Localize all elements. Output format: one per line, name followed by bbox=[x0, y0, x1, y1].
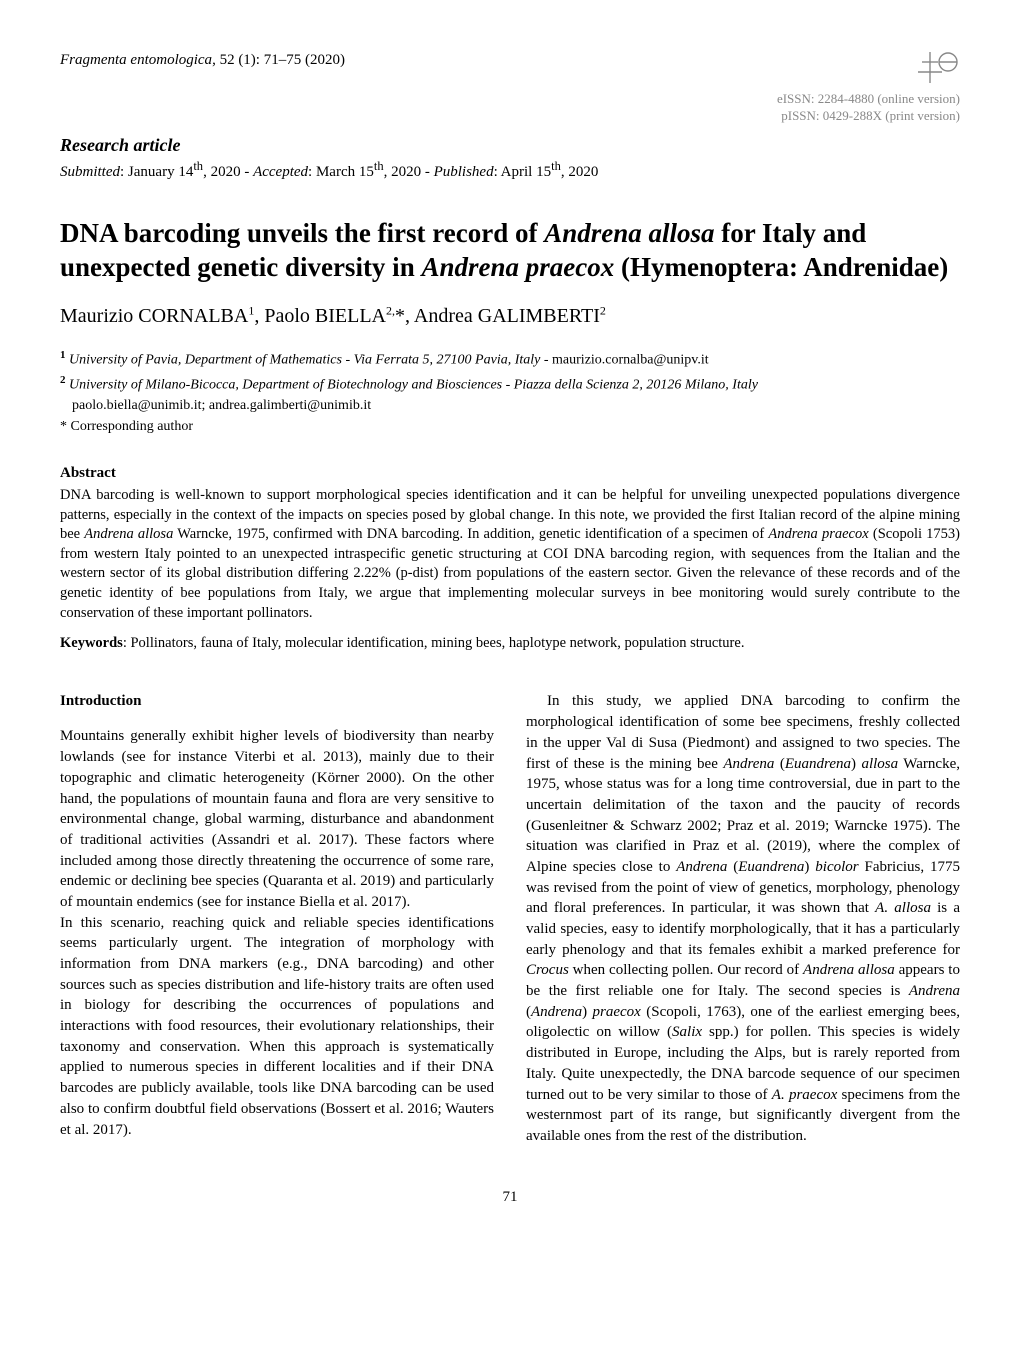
published-year: , 2020 bbox=[561, 164, 599, 180]
submitted-year: , 2020 - bbox=[203, 164, 253, 180]
p3-sci13: Salix bbox=[672, 1024, 702, 1040]
p3-sci3: allosa bbox=[861, 756, 898, 772]
p3-sci6: bicolor bbox=[815, 859, 858, 875]
header-row: Fragmenta entomologica, 52 (1): 71–75 (2… bbox=[60, 50, 960, 125]
article-type: Research article bbox=[60, 133, 960, 158]
fe-logo-icon bbox=[916, 50, 960, 89]
p3-sci11: Andrena bbox=[531, 1004, 582, 1020]
abs-sci2: Andrena praecox bbox=[768, 526, 868, 542]
issue-info: , 52 (1): 71–75 (2020) bbox=[212, 52, 345, 68]
introduction-heading: Introduction bbox=[60, 691, 494, 712]
submitted-value: : January 14 bbox=[120, 164, 193, 180]
p3i: when collecting pollen. Our record of bbox=[569, 962, 803, 978]
p3b: ( bbox=[774, 756, 784, 772]
title-post1: (Hymenoptera: Andrenidae) bbox=[614, 252, 948, 282]
page-number: 71 bbox=[60, 1187, 960, 1208]
pissn-label: pISSN: 0429-288X (print version) bbox=[781, 108, 960, 123]
p3e: ( bbox=[727, 859, 738, 875]
submitted-label: Submitted bbox=[60, 164, 120, 180]
author-2-star: *, bbox=[395, 305, 414, 327]
p3-sci14: A. praecox bbox=[772, 1087, 837, 1103]
p3-sci5: Euandrena bbox=[738, 859, 804, 875]
keywords: Keywords: Pollinators, fauna of Italy, m… bbox=[60, 633, 960, 653]
p3-sci10: Andrena bbox=[909, 983, 960, 999]
p3-sci8: Crocus bbox=[526, 962, 569, 978]
accepted-year: , 2020 - bbox=[384, 164, 434, 180]
author-1: Maurizio CORNALBA bbox=[60, 305, 248, 327]
affiliation-2: 2 University of Milano-Bicocca, Departme… bbox=[60, 373, 960, 396]
body-columns: Introduction Mountains generally exhibit… bbox=[60, 691, 960, 1146]
p3c: ) bbox=[851, 756, 861, 772]
p3-sci12: praecox bbox=[593, 1004, 641, 1020]
article-title: DNA barcoding unveils the first record o… bbox=[60, 217, 960, 285]
left-column: Introduction Mountains generally exhibit… bbox=[60, 691, 494, 1146]
abs-p1b: Warncke, 1975, confirmed with DNA barcod… bbox=[173, 526, 768, 542]
accepted-label: Accepted bbox=[253, 164, 308, 180]
intro-p2: In this scenario, reaching quick and rel… bbox=[60, 913, 494, 1141]
aff1-text: University of Pavia, Department of Mathe… bbox=[66, 353, 541, 368]
author-2-sup: 2, bbox=[386, 304, 395, 318]
accepted-sup: th bbox=[374, 159, 384, 173]
title-sci1: Andrena allosa bbox=[544, 218, 714, 248]
p3l: ) bbox=[582, 1004, 592, 1020]
right-column: In this study, we applied DNA barcoding … bbox=[526, 691, 960, 1146]
p3-sci4: Andrena bbox=[676, 859, 727, 875]
submitted-sup: th bbox=[193, 159, 203, 173]
published-value: : April 15 bbox=[494, 164, 552, 180]
p3-sci7: A. allosa bbox=[875, 900, 931, 916]
journal-name: Fragmenta entomologica bbox=[60, 52, 212, 68]
title-sci2: Andrena praecox bbox=[421, 252, 614, 282]
issn-block: eISSN: 2284-4880 (online version) pISSN:… bbox=[777, 50, 960, 125]
p3-sci2: Euandrena bbox=[785, 756, 851, 772]
published-label: Published bbox=[434, 164, 494, 180]
abstract-heading: Abstract bbox=[60, 463, 960, 484]
aff2-emails: paolo.biella@unimib.it; andrea.galimbert… bbox=[72, 398, 371, 413]
published-sup: th bbox=[551, 159, 561, 173]
p3-sci9: Andrena allosa bbox=[803, 962, 895, 978]
abstract-text: DNA barcoding is well-known to support m… bbox=[60, 486, 960, 623]
p3d: Warncke, 1975, whose status was for a lo… bbox=[526, 756, 960, 875]
aff1-email: - maurizio.cornalba@unipv.it bbox=[540, 353, 708, 368]
corr-text: * Corresponding author bbox=[60, 419, 193, 434]
affiliation-2-emails: paolo.biella@unimib.it; andrea.galimbert… bbox=[60, 397, 960, 416]
intro-p3: In this study, we applied DNA barcoding … bbox=[526, 691, 960, 1146]
aff2-text: University of Milano-Bicocca, Department… bbox=[66, 378, 758, 393]
corresponding-author: * Corresponding author bbox=[60, 418, 960, 437]
intro-p1: Mountains generally exhibit higher level… bbox=[60, 726, 494, 912]
keywords-text: : Pollinators, fauna of Italy, molecular… bbox=[123, 635, 745, 651]
sep1: , bbox=[254, 305, 264, 327]
abstract-section: Abstract DNA barcoding is well-known to … bbox=[60, 463, 960, 623]
author-2: Paolo BIELLA bbox=[264, 305, 386, 327]
authors-list: Maurizio CORNALBA1, Paolo BIELLA2,*, And… bbox=[60, 302, 960, 330]
title-pre1: DNA barcoding unveils the first record o… bbox=[60, 218, 544, 248]
journal-citation: Fragmenta entomologica, 52 (1): 71–75 (2… bbox=[60, 50, 345, 71]
p3f: ) bbox=[804, 859, 815, 875]
accepted-value: : March 15 bbox=[308, 164, 374, 180]
author-3-sup: 2 bbox=[600, 304, 606, 318]
affiliation-1: 1 University of Pavia, Department of Mat… bbox=[60, 348, 960, 371]
affiliations: 1 University of Pavia, Department of Mat… bbox=[60, 348, 960, 437]
p3-sci1: Andrena bbox=[723, 756, 774, 772]
eissn-label: eISSN: 2284-4880 (online version) bbox=[777, 91, 960, 106]
abs-sci1: Andrena allosa bbox=[84, 526, 173, 542]
publication-dates: Submitted: January 14th, 2020 - Accepted… bbox=[60, 158, 960, 183]
author-3: Andrea GALIMBERTI bbox=[414, 305, 600, 327]
keywords-label: Keywords bbox=[60, 635, 123, 651]
